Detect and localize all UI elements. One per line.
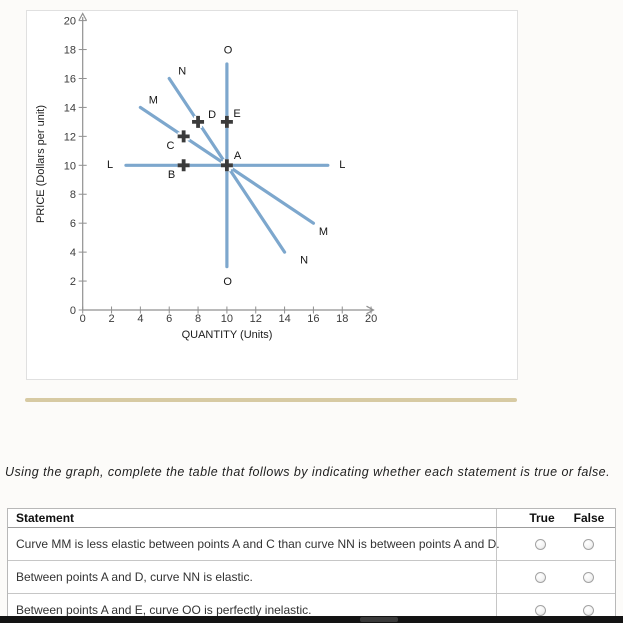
bottom-window-edge (0, 616, 623, 623)
instruction-text: Using the graph, complete the table that… (5, 465, 610, 479)
radio-false-row-1[interactable] (583, 539, 594, 550)
statement-text: Curve MM is less elastic between points … (16, 537, 500, 551)
true-column-header: True (529, 511, 555, 525)
statement-text: Between points A and D, curve NN is elas… (16, 570, 253, 584)
scrollbar-thumb[interactable] (360, 617, 398, 622)
radio-true-row-3[interactable] (535, 605, 546, 616)
radio-true-row-2[interactable] (535, 572, 546, 583)
table-row: Curve MM is less elastic between points … (8, 528, 615, 561)
statements-table: Statement True False Curve MM is less el… (7, 508, 616, 623)
table-row: Between points A and D, curve NN is elas… (8, 561, 615, 594)
table-row: Between points A and E, curve OO is perf… (8, 594, 615, 622)
graph-panel (26, 10, 518, 380)
table-column-divider (496, 509, 497, 622)
statement-column-header: Statement (16, 511, 75, 525)
radio-false-row-3[interactable] (583, 605, 594, 616)
table-header-row: Statement True False (8, 509, 615, 528)
statement-text: Between points A and E, curve OO is perf… (16, 603, 312, 617)
section-divider (25, 398, 517, 402)
radio-false-row-2[interactable] (583, 572, 594, 583)
radio-true-row-1[interactable] (535, 539, 546, 550)
false-column-header: False (573, 511, 605, 525)
